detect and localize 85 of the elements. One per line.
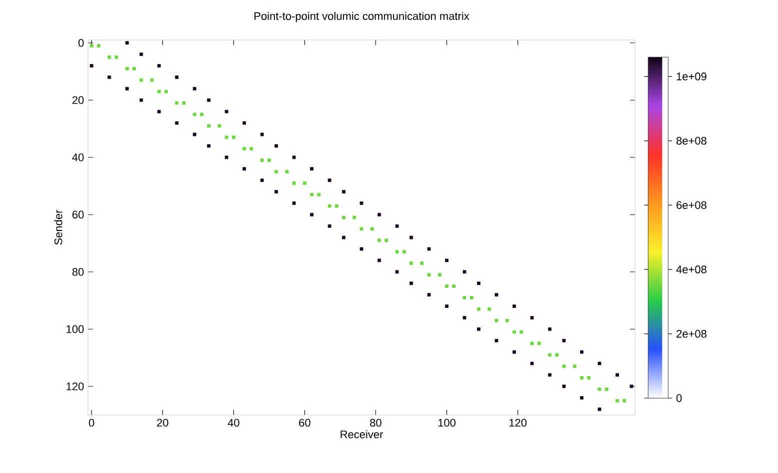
color-bar-label: 2e+08 [676, 330, 706, 338]
point [445, 304, 448, 308]
point [395, 224, 399, 228]
point [224, 156, 228, 160]
y-axis-title: Sender [54, 210, 62, 245]
point [192, 86, 196, 90]
point [175, 76, 178, 79]
point [125, 41, 129, 45]
point [360, 201, 364, 205]
point [512, 304, 516, 308]
y-tick-label: 40 [72, 153, 84, 162]
point [477, 282, 480, 286]
point [395, 270, 399, 274]
color-bar-label: 4e+08 [676, 266, 706, 274]
point [274, 190, 278, 194]
point [548, 327, 552, 331]
point [580, 350, 584, 354]
point [462, 270, 466, 274]
color-bar-label: 1e+09 [676, 72, 706, 80]
point [598, 408, 602, 411]
point [207, 144, 210, 148]
point [562, 384, 566, 388]
point [630, 384, 634, 388]
x-tick-label: 120 [509, 418, 527, 427]
point [378, 212, 381, 216]
point [410, 236, 413, 240]
chart-title: Point-to-point volumic communication matrix [254, 12, 470, 22]
y-tick-label: 60 [72, 210, 84, 219]
y-tick-label: 120 [66, 382, 84, 390]
point [140, 98, 143, 102]
point [512, 350, 516, 354]
point [310, 167, 314, 171]
color-bar-label: 6e+08 [676, 201, 706, 209]
point [242, 167, 246, 171]
point [598, 362, 602, 366]
point [108, 76, 112, 79]
point [310, 212, 314, 216]
point [292, 201, 296, 205]
y-tick-label: 100 [66, 325, 84, 334]
x-tick-label: 40 [228, 418, 240, 427]
point [445, 258, 448, 262]
point [242, 121, 246, 125]
y-tick-label: 20 [72, 96, 84, 104]
point [342, 236, 346, 240]
point [477, 327, 480, 331]
point [175, 121, 178, 125]
color-bar-label: 8e+08 [676, 136, 706, 145]
point [260, 178, 264, 182]
x-tick-label: 0 [88, 418, 94, 427]
point [530, 316, 534, 320]
point [90, 64, 94, 68]
x-axis-title: Receiver [340, 430, 384, 438]
point [530, 362, 534, 366]
point [157, 110, 161, 114]
x-tick-label: 100 [438, 418, 456, 427]
y-tick-label: 80 [72, 268, 84, 276]
point [494, 293, 498, 296]
point [410, 282, 413, 286]
point [224, 110, 228, 114]
point [580, 396, 584, 400]
point [328, 178, 332, 182]
point [125, 86, 129, 90]
x-tick-label: 60 [299, 418, 310, 427]
point [562, 338, 566, 342]
point [140, 52, 143, 56]
point [292, 156, 296, 160]
x-tick-label: 80 [370, 418, 382, 427]
point [494, 338, 498, 342]
point [207, 98, 210, 102]
point [616, 373, 619, 377]
y-tick-label: 0 [78, 38, 84, 47]
point [427, 293, 431, 296]
point [548, 373, 552, 377]
point [427, 247, 431, 251]
point [192, 132, 196, 136]
x-tick-label: 20 [157, 418, 168, 427]
point [157, 64, 161, 68]
point [328, 224, 332, 228]
point [274, 144, 278, 148]
point [378, 258, 381, 262]
point [462, 316, 466, 320]
point [360, 247, 364, 251]
point [342, 190, 346, 194]
color-bar-label: 0 [676, 394, 682, 402]
point [260, 132, 264, 136]
